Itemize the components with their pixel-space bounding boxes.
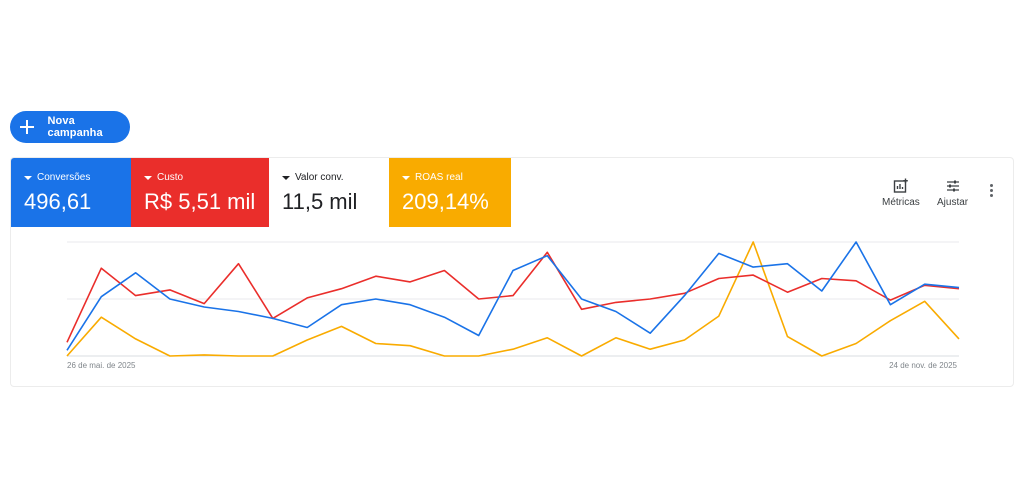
- dropdown-caret-icon: [402, 175, 410, 180]
- dropdown-caret-icon: [144, 175, 152, 180]
- plus-icon: [20, 120, 35, 134]
- metric-value: 209,14%: [402, 189, 489, 214]
- metric-value: 496,61: [24, 189, 92, 214]
- adjust-button[interactable]: Ajustar: [937, 178, 968, 208]
- dropdown-caret-icon: [282, 175, 290, 180]
- performance-card: Conversões 496,61 Custo R$ 5,51 mil Valo…: [10, 157, 1014, 387]
- metric-value: R$ 5,51 mil: [144, 189, 256, 214]
- x-axis-start-label: 26 de mai. de 2025: [67, 361, 136, 370]
- metric-value: 11,5 mil: [282, 189, 358, 214]
- metric-roas[interactable]: ROAS real 209,14%: [389, 158, 511, 227]
- chart-add-icon: [893, 178, 908, 193]
- new-campaign-button[interactable]: Nova campanha: [10, 111, 130, 143]
- dropdown-caret-icon: [24, 175, 32, 180]
- metric-name: Conversões: [37, 172, 91, 183]
- metrics-label: Métricas: [882, 197, 920, 208]
- adjust-label: Ajustar: [937, 197, 969, 208]
- metric-name: ROAS real: [415, 172, 463, 183]
- metric-name: Custo: [157, 172, 184, 183]
- metric-conversions[interactable]: Conversões 496,61: [11, 158, 131, 227]
- metrics-button[interactable]: Métricas: [882, 178, 920, 208]
- metric-cost[interactable]: Custo R$ 5,51 mil: [131, 158, 269, 227]
- more-vert-icon[interactable]: [990, 184, 994, 198]
- performance-chart: [66, 241, 960, 357]
- tune-icon: [946, 180, 959, 192]
- metric-name: Valor conv.: [295, 172, 344, 183]
- series-line-0: [66, 241, 960, 351]
- metric-conv-value[interactable]: Valor conv. 11,5 mil: [269, 158, 389, 227]
- series-line-2: [66, 241, 960, 357]
- series-line-1: [66, 251, 960, 343]
- x-axis-end-label: 24 de nov. de 2025: [889, 361, 957, 370]
- new-campaign-label: Nova campanha: [47, 115, 103, 139]
